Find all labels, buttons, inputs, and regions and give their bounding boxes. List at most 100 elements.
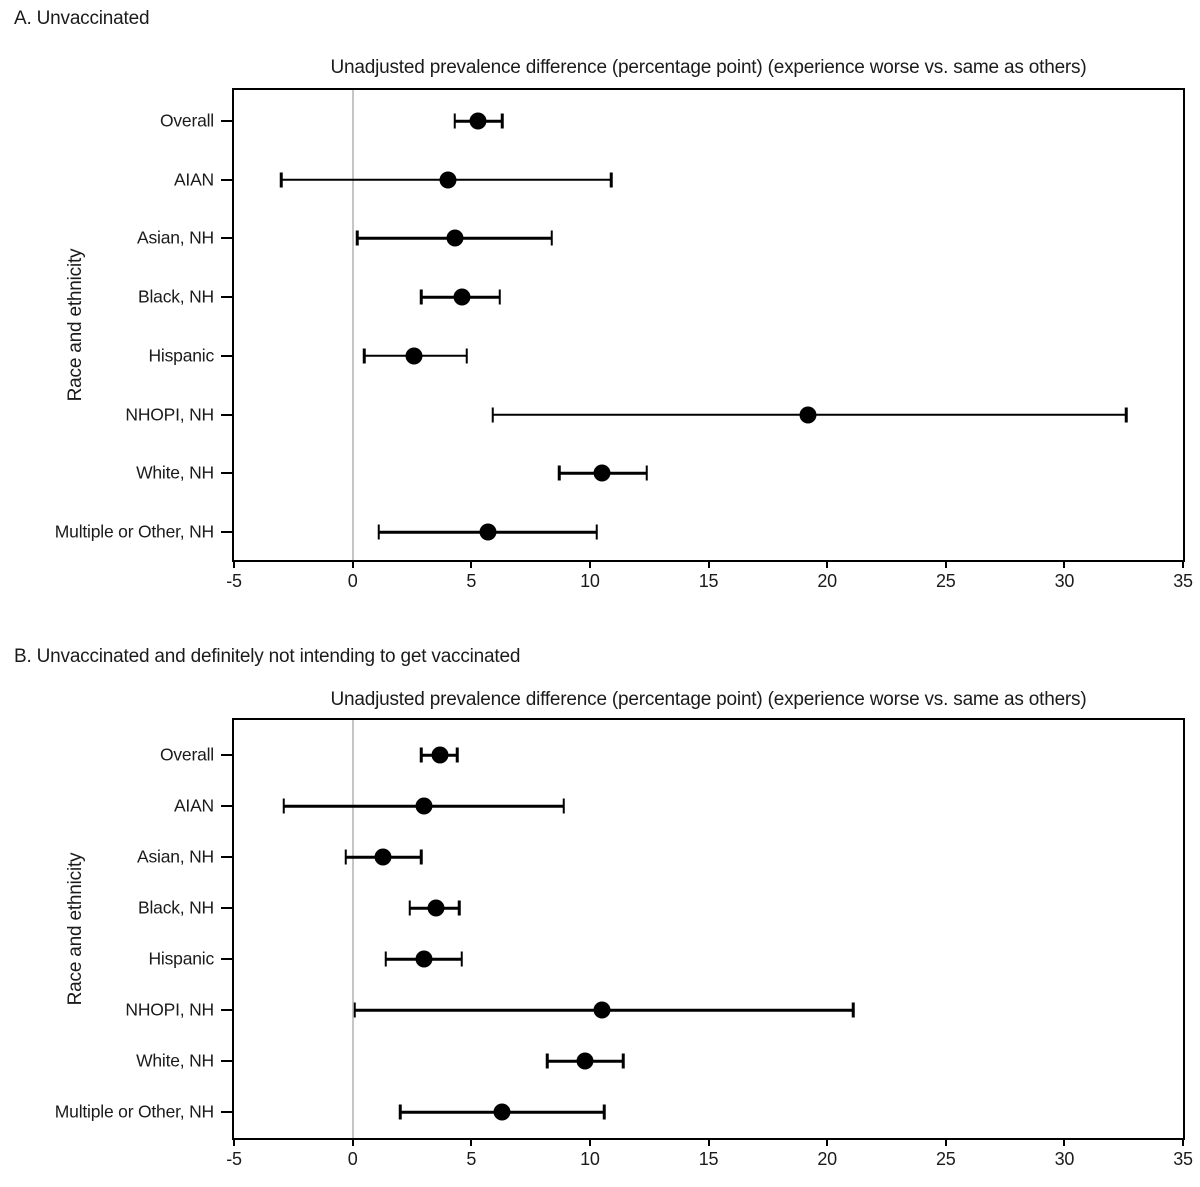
category-label: Asian, NH [137,227,214,248]
x-tick [351,560,354,568]
ci-cap-lower [420,289,423,305]
category-label: Overall [159,744,214,765]
ci-cap-lower [356,230,359,246]
y-tick [221,856,234,858]
x-tick-label: 15 [698,571,719,591]
category-label: Multiple or Other, NH [54,521,214,542]
ci-cap-upper [420,849,423,865]
ci-cap-lower [453,113,456,129]
ci-cap-lower [280,172,283,188]
y-tick [221,805,234,807]
category-label: NHOPI, NH [125,404,214,425]
x-tick [588,1138,591,1146]
panel-b-y-axis-title: Race and ethnicity [65,852,86,1006]
y-tick [221,1009,234,1011]
x-tick-label: 20 [817,1149,837,1169]
point-estimate [405,347,423,365]
zero-reference-line [351,90,354,560]
ci-cap-lower [491,407,494,423]
ci-cap-lower [398,1104,402,1120]
ci-cap-upper [498,289,501,305]
x-tick [1182,560,1184,568]
x-tick-label: -5 [226,571,242,591]
ci-cap-upper [550,230,554,246]
category-label: Multiple or Other, NH [54,1101,214,1122]
ci-cap-upper [458,900,461,916]
point-estimate [593,464,611,482]
ci-cap-lower [353,1002,357,1018]
point-estimate [576,1052,594,1070]
x-tick-label: 0 [347,571,358,591]
point-estimate [415,797,433,815]
x-tick-label: 30 [1054,571,1075,591]
zero-reference-line [351,720,354,1138]
ci-cap-lower [545,1053,549,1069]
ci-cap-lower [363,348,366,364]
x-tick [351,1138,354,1146]
category-label: White, NH [136,1050,214,1071]
x-tick [470,1138,473,1146]
x-tick [707,1138,710,1146]
category-label: Hispanic [148,345,214,366]
panel-a-chart-title: Unadjusted prevalence difference (percen… [330,57,1087,78]
x-tick [1063,560,1066,568]
panel-a-plot-area: Overall AIAN Asian, NH Black, NH Hispanic NHO… [55,88,1193,591]
x-tick-label: 25 [936,1149,956,1169]
x-tick-label: 25 [936,571,956,591]
x-tick [233,1138,235,1146]
x-tick [944,560,947,568]
x-tick-label: 35 [1173,571,1193,591]
ci-cap-lower [408,900,411,916]
y-tick [221,907,234,909]
ci-cap-upper [562,798,566,814]
category-label: Asian, NH [137,846,214,867]
x-tick [707,560,710,568]
panel-b-chart-title: Unadjusted prevalence difference (percen… [330,689,1087,710]
y-tick [221,958,234,960]
ci-cap-upper [609,172,613,188]
panel-b-plot-area: Overall AIAN Asian, NH Black, NH Hispanic NHO… [55,718,1193,1169]
point-estimate [439,171,457,189]
x-tick-label: 0 [347,1149,358,1169]
y-tick [221,120,234,122]
y-tick [221,237,234,240]
ci-cap-lower [377,524,380,540]
y-tick [221,178,234,181]
ci-cap-upper [500,113,504,129]
category-label: Black, NH [138,897,214,918]
ci-cap-lower [420,747,423,763]
ci-cap-upper [595,524,599,540]
point-estimate [493,1103,511,1121]
x-tick-label: 30 [1054,1149,1075,1169]
point-estimate [415,950,433,968]
y-tick [221,413,234,416]
ci-cap-lower [282,798,286,814]
category-label: NHOPI, NH [125,999,214,1020]
x-tick-label: 5 [466,1149,477,1169]
y-tick [221,472,234,475]
ci-cap-lower [344,849,347,865]
y-tick [221,531,234,533]
point-estimate [427,899,445,917]
category-label: AIAN [173,795,214,816]
y-tick [221,354,234,357]
point-estimate [431,746,449,764]
x-tick [233,560,235,568]
panel-b-label: B. Unvaccinated and definitely not inten… [14,646,521,667]
x-tick [470,560,473,568]
ci-cap-upper [645,465,649,481]
point-estimate [799,406,817,424]
x-tick [826,1138,829,1146]
ci-cap-lower [384,951,388,967]
x-tick-label: 35 [1173,1149,1193,1169]
ci-cap-upper [460,951,463,967]
point-estimate [593,1001,611,1019]
ci-cap-upper [455,747,459,763]
ci-cap-upper [602,1104,606,1120]
category-label: AIAN [173,169,214,190]
x-tick-label: 15 [698,1149,719,1169]
point-estimate [453,288,471,306]
category-label: White, NH [136,462,214,483]
y-tick [221,754,234,756]
